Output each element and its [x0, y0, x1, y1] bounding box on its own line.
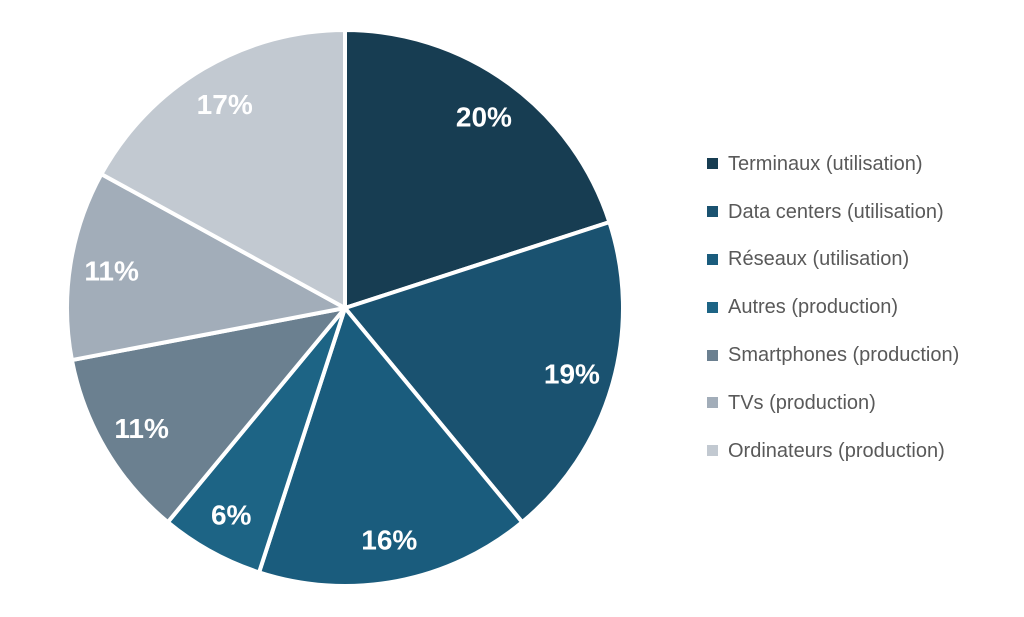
pie-slice-data-label-3: 16% [361, 525, 417, 556]
pie-slice-3[interactable] [257, 306, 525, 588]
pie-slice-data-label-7: 17% [197, 89, 253, 120]
pie-slice-7[interactable] [99, 28, 347, 310]
legend-item-1[interactable]: Terminaux (utilisation) [707, 140, 959, 188]
legend-swatch-icon [707, 206, 718, 218]
pie-slice-data-label-1: 20% [456, 101, 512, 132]
legend-item-3[interactable]: Réseaux (utilisation) [707, 236, 959, 284]
pie-slice-data-label-5: 11% [114, 413, 169, 444]
legend-label: Réseaux (utilisation) [728, 248, 910, 271]
legend-label: TVs (production) [728, 391, 876, 414]
pie-slice-data-label-6: 11% [84, 256, 139, 287]
legend-item-2[interactable]: Data centers (utilisation) [707, 188, 959, 236]
legend-item-5[interactable]: Smartphones (production) [707, 331, 959, 379]
pie-slice-5[interactable] [69, 306, 347, 525]
legend-label: Terminaux (utilisation) [728, 152, 923, 175]
legend-label: Smartphones (production) [728, 344, 960, 367]
legend-swatch-icon [707, 445, 718, 457]
legend-swatch-icon [707, 301, 718, 313]
legend: Terminaux (utilisation) Data centers (uti… [707, 140, 959, 475]
legend-label: Autres (production) [728, 296, 899, 319]
legend-item-7[interactable]: Ordinateurs (production) [707, 427, 959, 475]
legend-item-6[interactable]: TVs (production) [707, 379, 959, 427]
legend-label: Data centers (utilisation) [728, 200, 944, 223]
pie-slice-1[interactable] [343, 28, 612, 310]
legend-swatch-icon [707, 158, 718, 170]
legend-item-4[interactable]: Autres (production) [707, 283, 959, 331]
pie-slice-6[interactable] [65, 172, 347, 363]
legend-swatch-icon [707, 349, 718, 361]
legend-label: Ordinateurs (production) [728, 439, 945, 462]
legend-swatch-icon [707, 253, 718, 265]
legend-swatch-icon [707, 397, 718, 409]
pie-slice-data-label-4: 6% [211, 500, 252, 531]
pie-slice-2[interactable] [343, 220, 625, 525]
pie-slice-data-label-2: 19% [544, 358, 600, 389]
